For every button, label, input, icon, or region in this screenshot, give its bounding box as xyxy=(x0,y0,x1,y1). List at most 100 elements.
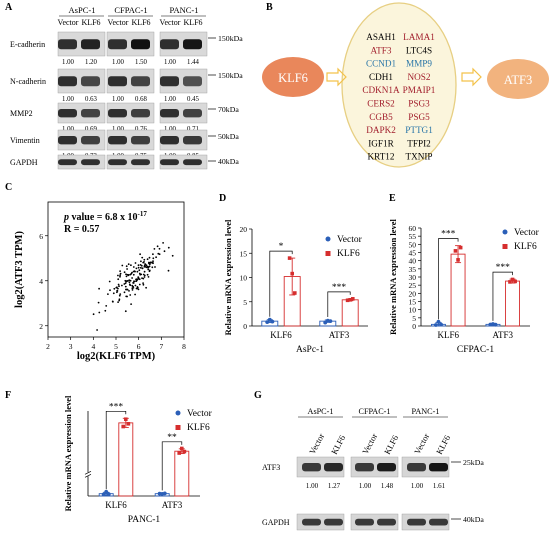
scatter-point xyxy=(171,254,174,257)
quant-value: 1.00 xyxy=(164,96,176,103)
y-tick-label: 45 xyxy=(409,249,417,258)
scatter-point xyxy=(146,258,149,261)
scatter-point xyxy=(130,272,133,275)
scatter-point xyxy=(142,283,145,286)
x-tick-label: 7 xyxy=(159,342,163,351)
data-point xyxy=(182,449,187,454)
scatter-point xyxy=(130,264,132,267)
scatter-point xyxy=(117,278,120,281)
y-tick-label: 40 xyxy=(409,257,417,266)
scatter-point xyxy=(158,247,161,250)
protein-band xyxy=(407,463,426,472)
scatter-point xyxy=(152,257,155,260)
scatter-point xyxy=(139,253,142,256)
scatter-point xyxy=(119,293,122,295)
significance-label: ** xyxy=(167,433,177,443)
lane-label: Vector xyxy=(160,18,181,27)
scatter-point xyxy=(133,270,136,272)
data-point xyxy=(456,258,460,262)
protein-label: MMP2 xyxy=(10,109,33,118)
scatter-point xyxy=(137,264,140,267)
scatter-point xyxy=(121,284,123,287)
scatter-point xyxy=(167,246,170,249)
y-tick-label: 55 xyxy=(409,232,417,241)
legend-klf6-label: KLF6 xyxy=(337,249,360,259)
significance-bracket xyxy=(327,291,351,317)
panel-letter: F xyxy=(5,390,11,401)
lane-label: Vector xyxy=(412,432,431,456)
protein-label: E-cadherin xyxy=(10,40,45,49)
source-node xyxy=(262,57,324,97)
scatter-point xyxy=(112,292,115,295)
gene-label: PTTG1 xyxy=(405,125,433,135)
x-tick-label: 2 xyxy=(46,342,50,351)
gene-label: TXNIP xyxy=(405,152,432,162)
scatter-point xyxy=(117,274,119,277)
y-tick-label: 2 xyxy=(39,322,43,331)
y-tick-label: 15 xyxy=(240,249,248,258)
scatter-point xyxy=(141,267,144,270)
gene-label: ASAH1 xyxy=(366,32,396,42)
data-point xyxy=(162,491,167,496)
protein-band xyxy=(324,518,343,526)
gene-label: DAPK2 xyxy=(366,125,396,135)
protein-band xyxy=(183,76,202,87)
protein-label: GAPDH xyxy=(10,158,38,167)
protein-band xyxy=(58,159,77,166)
quant-value: 1.00 xyxy=(164,126,176,133)
scatter-point xyxy=(138,269,141,272)
protein-band xyxy=(58,39,77,50)
panel-b-gene-network: B KLF6 ATF3 ASAH1 LAMA1 ATF3 LTC4S CCND1 MMP9 CDH… xyxy=(262,2,549,168)
axis-break-mark xyxy=(84,470,92,475)
bar xyxy=(118,422,134,497)
protein-band xyxy=(108,39,127,50)
target-node xyxy=(487,59,549,99)
y-tick-label: 25 xyxy=(409,281,417,290)
scatter-point xyxy=(123,271,126,274)
scatter-point xyxy=(113,287,116,290)
lane-label: KLF6 xyxy=(434,433,452,456)
protein-band xyxy=(81,39,100,50)
protein-band xyxy=(160,39,179,50)
lane-label: Vector xyxy=(360,432,379,456)
panel-letter-b: B xyxy=(266,2,273,13)
scatter-point xyxy=(143,265,146,268)
lane-label: KLF6 xyxy=(329,433,347,456)
scatter-point xyxy=(136,279,138,282)
category-label: KLF6 xyxy=(105,500,127,510)
legend-klf6-marker xyxy=(502,244,508,249)
scatter-point xyxy=(154,266,156,268)
data-point xyxy=(267,317,272,322)
protein-band xyxy=(183,109,202,118)
quant-value: 1.00 xyxy=(306,482,319,490)
flow-arrow xyxy=(326,67,347,87)
scatter-point xyxy=(140,260,142,263)
data-point xyxy=(493,322,498,327)
scatter-point xyxy=(129,279,132,282)
scatter-point xyxy=(136,287,139,290)
scatter-point xyxy=(132,282,135,284)
y-tick-label: 20 xyxy=(240,225,248,234)
scatter-point xyxy=(105,305,108,307)
protein-band xyxy=(407,518,426,526)
quant-value: 1.48 xyxy=(381,482,394,490)
scatter-point xyxy=(148,269,151,272)
scatter-point xyxy=(119,270,121,272)
scatter-point xyxy=(126,268,128,270)
protein-band xyxy=(131,159,150,166)
x-tick-label: 5 xyxy=(114,342,118,351)
data-point xyxy=(351,297,355,301)
y-tick-label: 60 xyxy=(409,224,417,233)
legend-klf6-marker xyxy=(175,425,181,430)
scatter-point xyxy=(141,256,144,259)
cell-line-label: AsPC-1 xyxy=(69,5,96,15)
significance-bracket xyxy=(105,410,127,490)
data-point xyxy=(101,492,106,497)
gene-label: MMP9 xyxy=(406,59,432,69)
scatter-point xyxy=(162,242,165,244)
protein-band xyxy=(160,159,179,166)
protein-band xyxy=(429,518,448,526)
